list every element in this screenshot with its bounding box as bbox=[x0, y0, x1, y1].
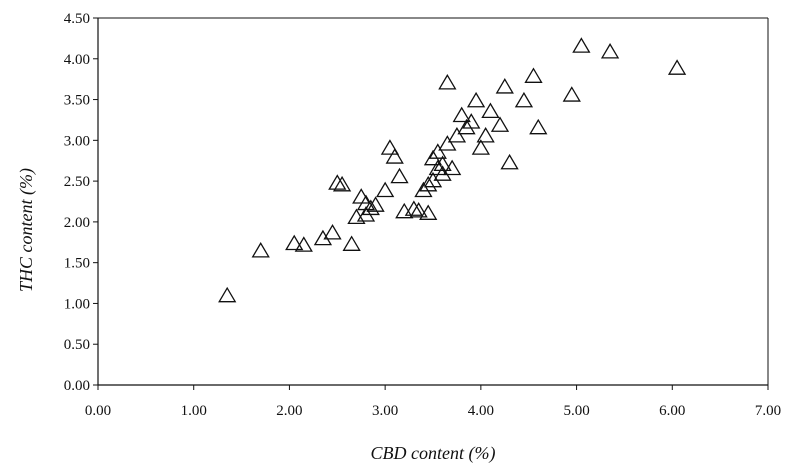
x-tick-label: 2.00 bbox=[276, 403, 302, 419]
data-point bbox=[462, 113, 481, 129]
data-point bbox=[447, 126, 467, 143]
y-tick-label: 1.00 bbox=[64, 296, 90, 312]
data-point bbox=[524, 67, 543, 83]
data-point bbox=[433, 155, 452, 172]
data-point bbox=[356, 206, 376, 222]
x-axis-title: CBD content (%) bbox=[371, 443, 496, 464]
data-point bbox=[376, 181, 395, 198]
data-point bbox=[294, 236, 313, 252]
y-tick-label: 0.00 bbox=[64, 378, 90, 394]
data-point bbox=[466, 91, 486, 108]
data-point bbox=[251, 241, 270, 258]
data-point bbox=[313, 229, 333, 246]
data-point bbox=[428, 143, 447, 159]
data-point bbox=[476, 126, 495, 143]
data-point bbox=[409, 202, 428, 218]
y-tick-label: 3.50 bbox=[64, 93, 90, 109]
y-axis-title: THC content (%) bbox=[16, 168, 37, 292]
data-point bbox=[323, 224, 342, 240]
data-point bbox=[218, 286, 237, 303]
x-axis: 0.00 1.00 2.00 3.00 4.00 5.00 6.00 7.00 bbox=[85, 385, 781, 419]
data-point bbox=[572, 37, 591, 53]
data-point bbox=[667, 59, 687, 75]
x-tick-label: 6.00 bbox=[659, 403, 685, 419]
data-point bbox=[529, 118, 548, 135]
data-point bbox=[457, 118, 476, 135]
data-point bbox=[495, 78, 514, 94]
y-tick-label: 1.50 bbox=[64, 256, 90, 272]
data-point bbox=[366, 196, 385, 212]
data-point bbox=[342, 235, 361, 251]
y-tick-label: 2.50 bbox=[64, 174, 90, 190]
x-tick-label: 4.00 bbox=[468, 403, 494, 419]
data-point bbox=[443, 159, 462, 176]
data-point bbox=[438, 73, 457, 90]
x-tick-label: 1.00 bbox=[181, 403, 207, 419]
x-tick-label: 3.00 bbox=[372, 403, 398, 419]
data-point bbox=[414, 181, 433, 198]
data-point bbox=[500, 153, 519, 170]
data-point bbox=[471, 139, 490, 155]
data-point bbox=[438, 135, 457, 151]
y-tick-label: 4.00 bbox=[64, 52, 90, 68]
data-point bbox=[490, 116, 510, 132]
data-point bbox=[419, 175, 438, 192]
y-axis: 0.00 0.50 1.00 1.50 2.00 2.50 3.00 3.50 4.00 4.50 bbox=[64, 11, 98, 394]
data-point bbox=[452, 106, 471, 123]
data-point bbox=[600, 42, 620, 59]
data-point bbox=[419, 204, 438, 220]
data-point bbox=[514, 91, 534, 108]
data-point bbox=[328, 174, 347, 190]
data-points bbox=[218, 37, 687, 303]
y-tick-label: 3.00 bbox=[64, 133, 90, 149]
data-point bbox=[285, 234, 304, 251]
data-point bbox=[433, 165, 452, 181]
data-point bbox=[332, 175, 352, 192]
data-point bbox=[404, 200, 423, 216]
data-point bbox=[380, 139, 400, 155]
x-tick-label: 7.00 bbox=[755, 403, 781, 419]
data-point bbox=[385, 148, 404, 164]
y-tick-label: 0.50 bbox=[64, 337, 90, 353]
data-point bbox=[562, 86, 581, 102]
y-tick-label: 4.50 bbox=[64, 11, 90, 27]
data-point bbox=[481, 102, 500, 119]
x-tick-label: 5.00 bbox=[563, 403, 589, 419]
y-tick-label: 2.00 bbox=[64, 215, 90, 231]
plot-area bbox=[97, 17, 769, 386]
x-tick-label: 0.00 bbox=[85, 403, 111, 419]
data-point bbox=[390, 167, 409, 184]
